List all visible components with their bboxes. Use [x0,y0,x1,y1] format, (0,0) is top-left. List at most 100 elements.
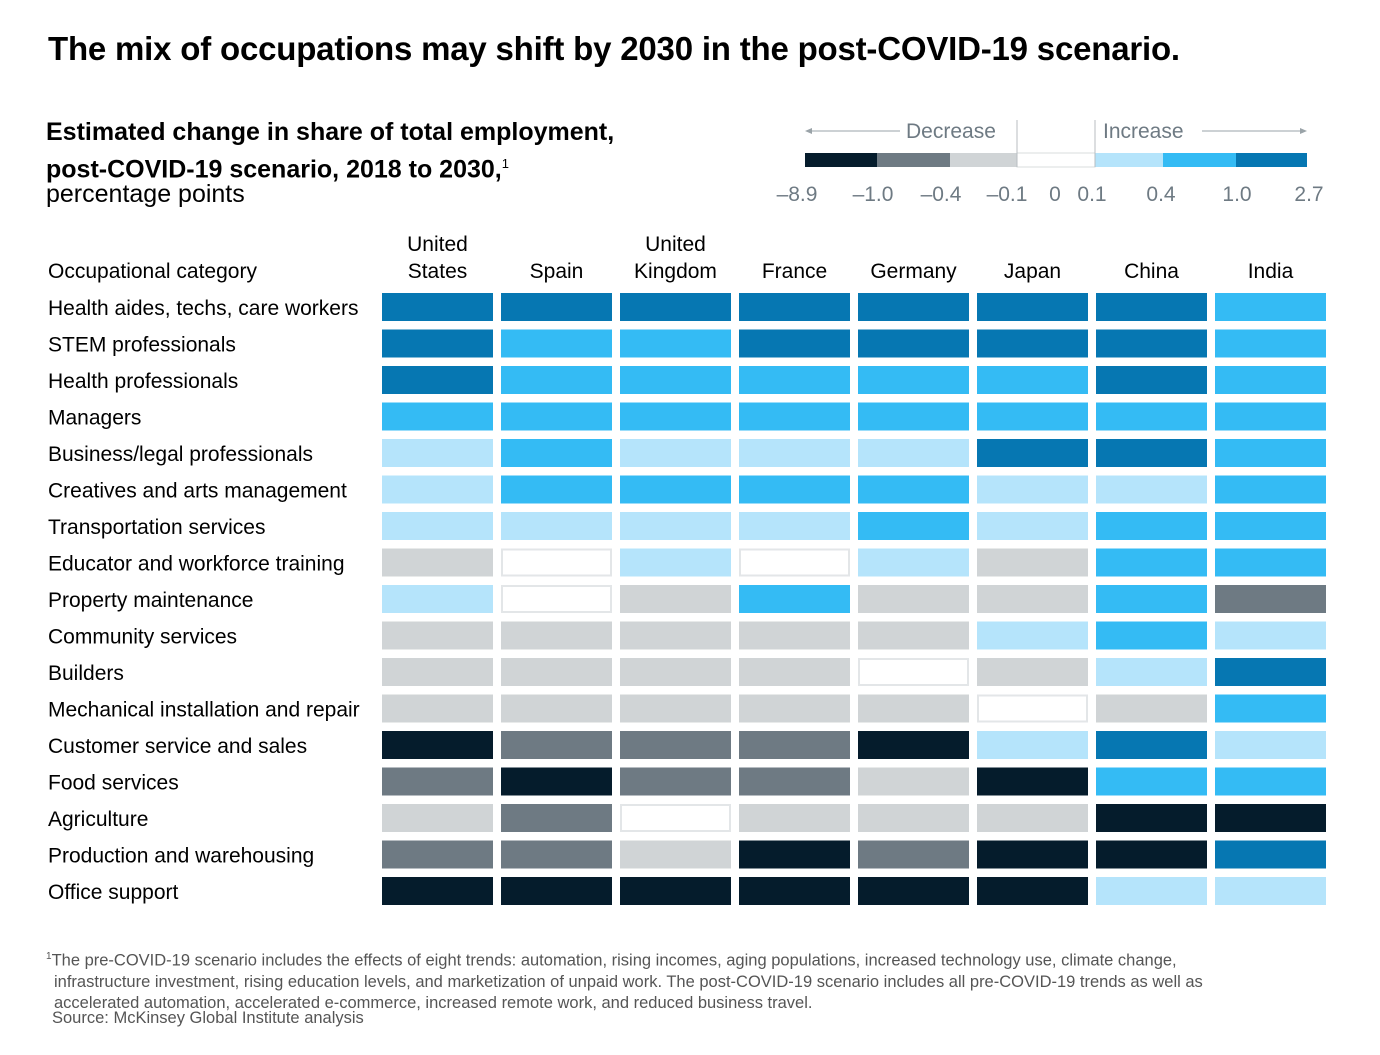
column-label: France [762,260,827,283]
row-label: Production and warehousing [48,845,314,868]
heatmap-cell [501,767,612,796]
row-header: Occupational category [48,260,257,283]
heatmap-cell [977,439,1088,467]
heatmap-cell [382,475,493,504]
heatmap-cell [501,877,612,905]
legend: Decrease Increase –8.9 –1.0 –0.4 –0.1 0 0.1 0.4 1… [777,120,1324,206]
heatmap-cell [620,475,731,504]
row-label: STEM professionals [48,334,236,357]
footnote-line-2: infrastructure investment, rising educat… [54,972,1203,991]
heatmap-cell [620,621,731,650]
heatmap-cell [1096,585,1207,613]
heatmap-cell [977,366,1088,394]
heatmap-cell [739,512,850,540]
heatmap-cell [739,767,850,796]
heatmap-cell [1215,731,1326,759]
heatmap-cell [858,585,969,613]
heatmap-cell [739,621,850,650]
heatmap-cell [858,840,969,869]
heatmap-cell [858,475,969,504]
heatmap-cell [1096,840,1207,869]
heatmap-cell [977,840,1088,869]
heatmap-cell [501,548,612,577]
heatmap-cell [977,731,1088,759]
heatmap-cell [1215,475,1326,504]
legend-tick-label: 1.0 [1222,183,1251,206]
heatmap-cell [382,877,493,905]
heatmap-cell [739,658,850,686]
heatmap-cell [620,366,731,394]
legend-tick-label: –0.4 [921,183,962,206]
heatmap-cell [1096,731,1207,759]
heatmap-cell [1096,548,1207,577]
legend-tick-label: 0 [1049,183,1061,206]
legend-increase-arrowhead [1300,128,1307,134]
heatmap-cell [382,585,493,613]
column-label: Kingdom [634,260,717,283]
heatmap-cell [739,731,850,759]
heatmap-cell [739,840,850,869]
legend-tick-label: 2.7 [1294,183,1323,206]
heatmap-cell [1215,840,1326,869]
heatmap-cell [382,658,493,686]
heatmap-cell [858,621,969,650]
footnote-line-3: accelerated automation, accelerated e-co… [54,993,813,1012]
row-label: Customer service and sales [48,735,307,758]
row-label: Health aides, techs, care workers [48,297,358,320]
heatmap-cell [620,804,731,832]
heatmap-cell [739,585,850,613]
heatmap-cell [977,767,1088,796]
heatmap-cell [620,548,731,577]
heatmap-cell [977,293,1088,321]
heatmap-cell [739,877,850,905]
heatmap-cell [382,402,493,431]
heatmap-cell [1215,621,1326,650]
subtitle-line-2: post-COVID-19 scenario, 2018 to 2030,1 [46,148,726,185]
heatmap-cell [739,329,850,358]
heatmap-cell [382,767,493,796]
heatmap-cell [1096,366,1207,394]
heatmap-cell [382,512,493,540]
column-label: Spain [530,260,584,283]
footnote: 1The pre-COVID-19 scenario includes the … [46,946,1346,1014]
heatmap-cell [501,512,612,540]
units-label: percentage points [46,180,245,208]
footnote-line-1-text: The pre-COVID-19 scenario includes the e… [51,951,1177,970]
heatmap-cell [858,548,969,577]
footnote-number: 1 [46,951,52,962]
row-label: Health professionals [48,370,238,393]
heatmap-cell [739,694,850,723]
heatmap-cell [1215,439,1326,467]
heatmap-cell [501,329,612,358]
heatmap-cell [739,475,850,504]
heatmap-cell [501,731,612,759]
heatmap-cell [382,840,493,869]
heatmap-cell [1215,767,1326,796]
legend-increase-label: Increase [1103,120,1184,143]
heatmap-cell [858,366,969,394]
heatmap-cell [977,512,1088,540]
heatmap-cell [1215,694,1326,723]
heatmap-cell [1096,439,1207,467]
column-label: China [1124,260,1179,283]
row-label: Property maintenance [48,589,253,612]
heatmap-cell [1215,877,1326,905]
row-label: Food services [48,772,179,795]
heatmap-cell [858,694,969,723]
heatmap-cell [382,366,493,394]
legend-decrease-arrowhead [805,128,812,134]
legend-tick-label: –0.1 [987,183,1028,206]
heatmap-cell [977,548,1088,577]
heatmap-cell [977,402,1088,431]
heatmap-cell [1215,585,1326,613]
legend-bin-2 [950,153,1017,167]
heatmap-cell [382,548,493,577]
legend-tick-label: –8.9 [777,183,818,206]
legend-tick-label: 0.4 [1146,183,1176,206]
legend-bin-5 [1163,153,1236,167]
heatmap-cell [977,804,1088,832]
heatmap-cell [620,877,731,905]
heatmap-cell [1096,804,1207,832]
heatmap-cell [858,293,969,321]
heatmap-cell [1096,329,1207,358]
